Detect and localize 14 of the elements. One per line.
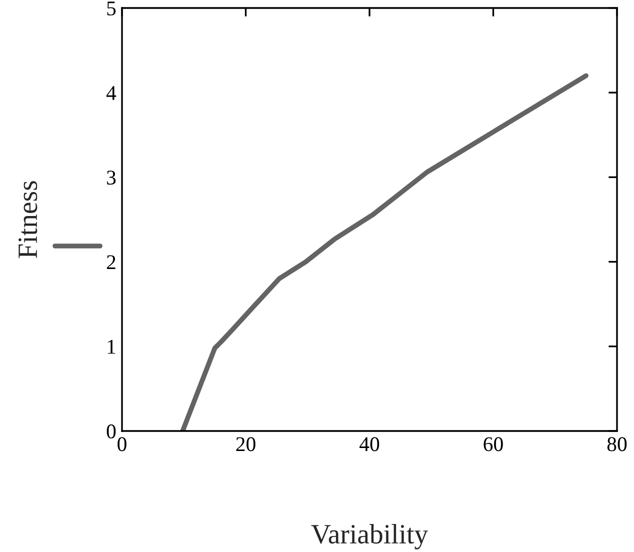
y-tick-label: 2 bbox=[106, 255, 116, 270]
y-tick-label: 3 bbox=[107, 170, 116, 185]
x-tick-label: 0 bbox=[118, 437, 126, 452]
x-tick-label: 60 bbox=[484, 437, 503, 452]
x-axis-title: Variability bbox=[311, 524, 428, 550]
x-tick-label: 20 bbox=[236, 437, 256, 452]
y-axis-title: Fitness bbox=[18, 181, 38, 258]
x-tick-label: 40 bbox=[359, 437, 380, 452]
line-series bbox=[180, 73, 588, 431]
y-tick-label: 1 bbox=[108, 340, 116, 354]
y-tick-label: 4 bbox=[106, 86, 116, 100]
x-tick-label: 80 bbox=[607, 437, 627, 452]
y-tick-label: 5 bbox=[107, 2, 116, 16]
y-tick-label: 0 bbox=[106, 424, 116, 438]
